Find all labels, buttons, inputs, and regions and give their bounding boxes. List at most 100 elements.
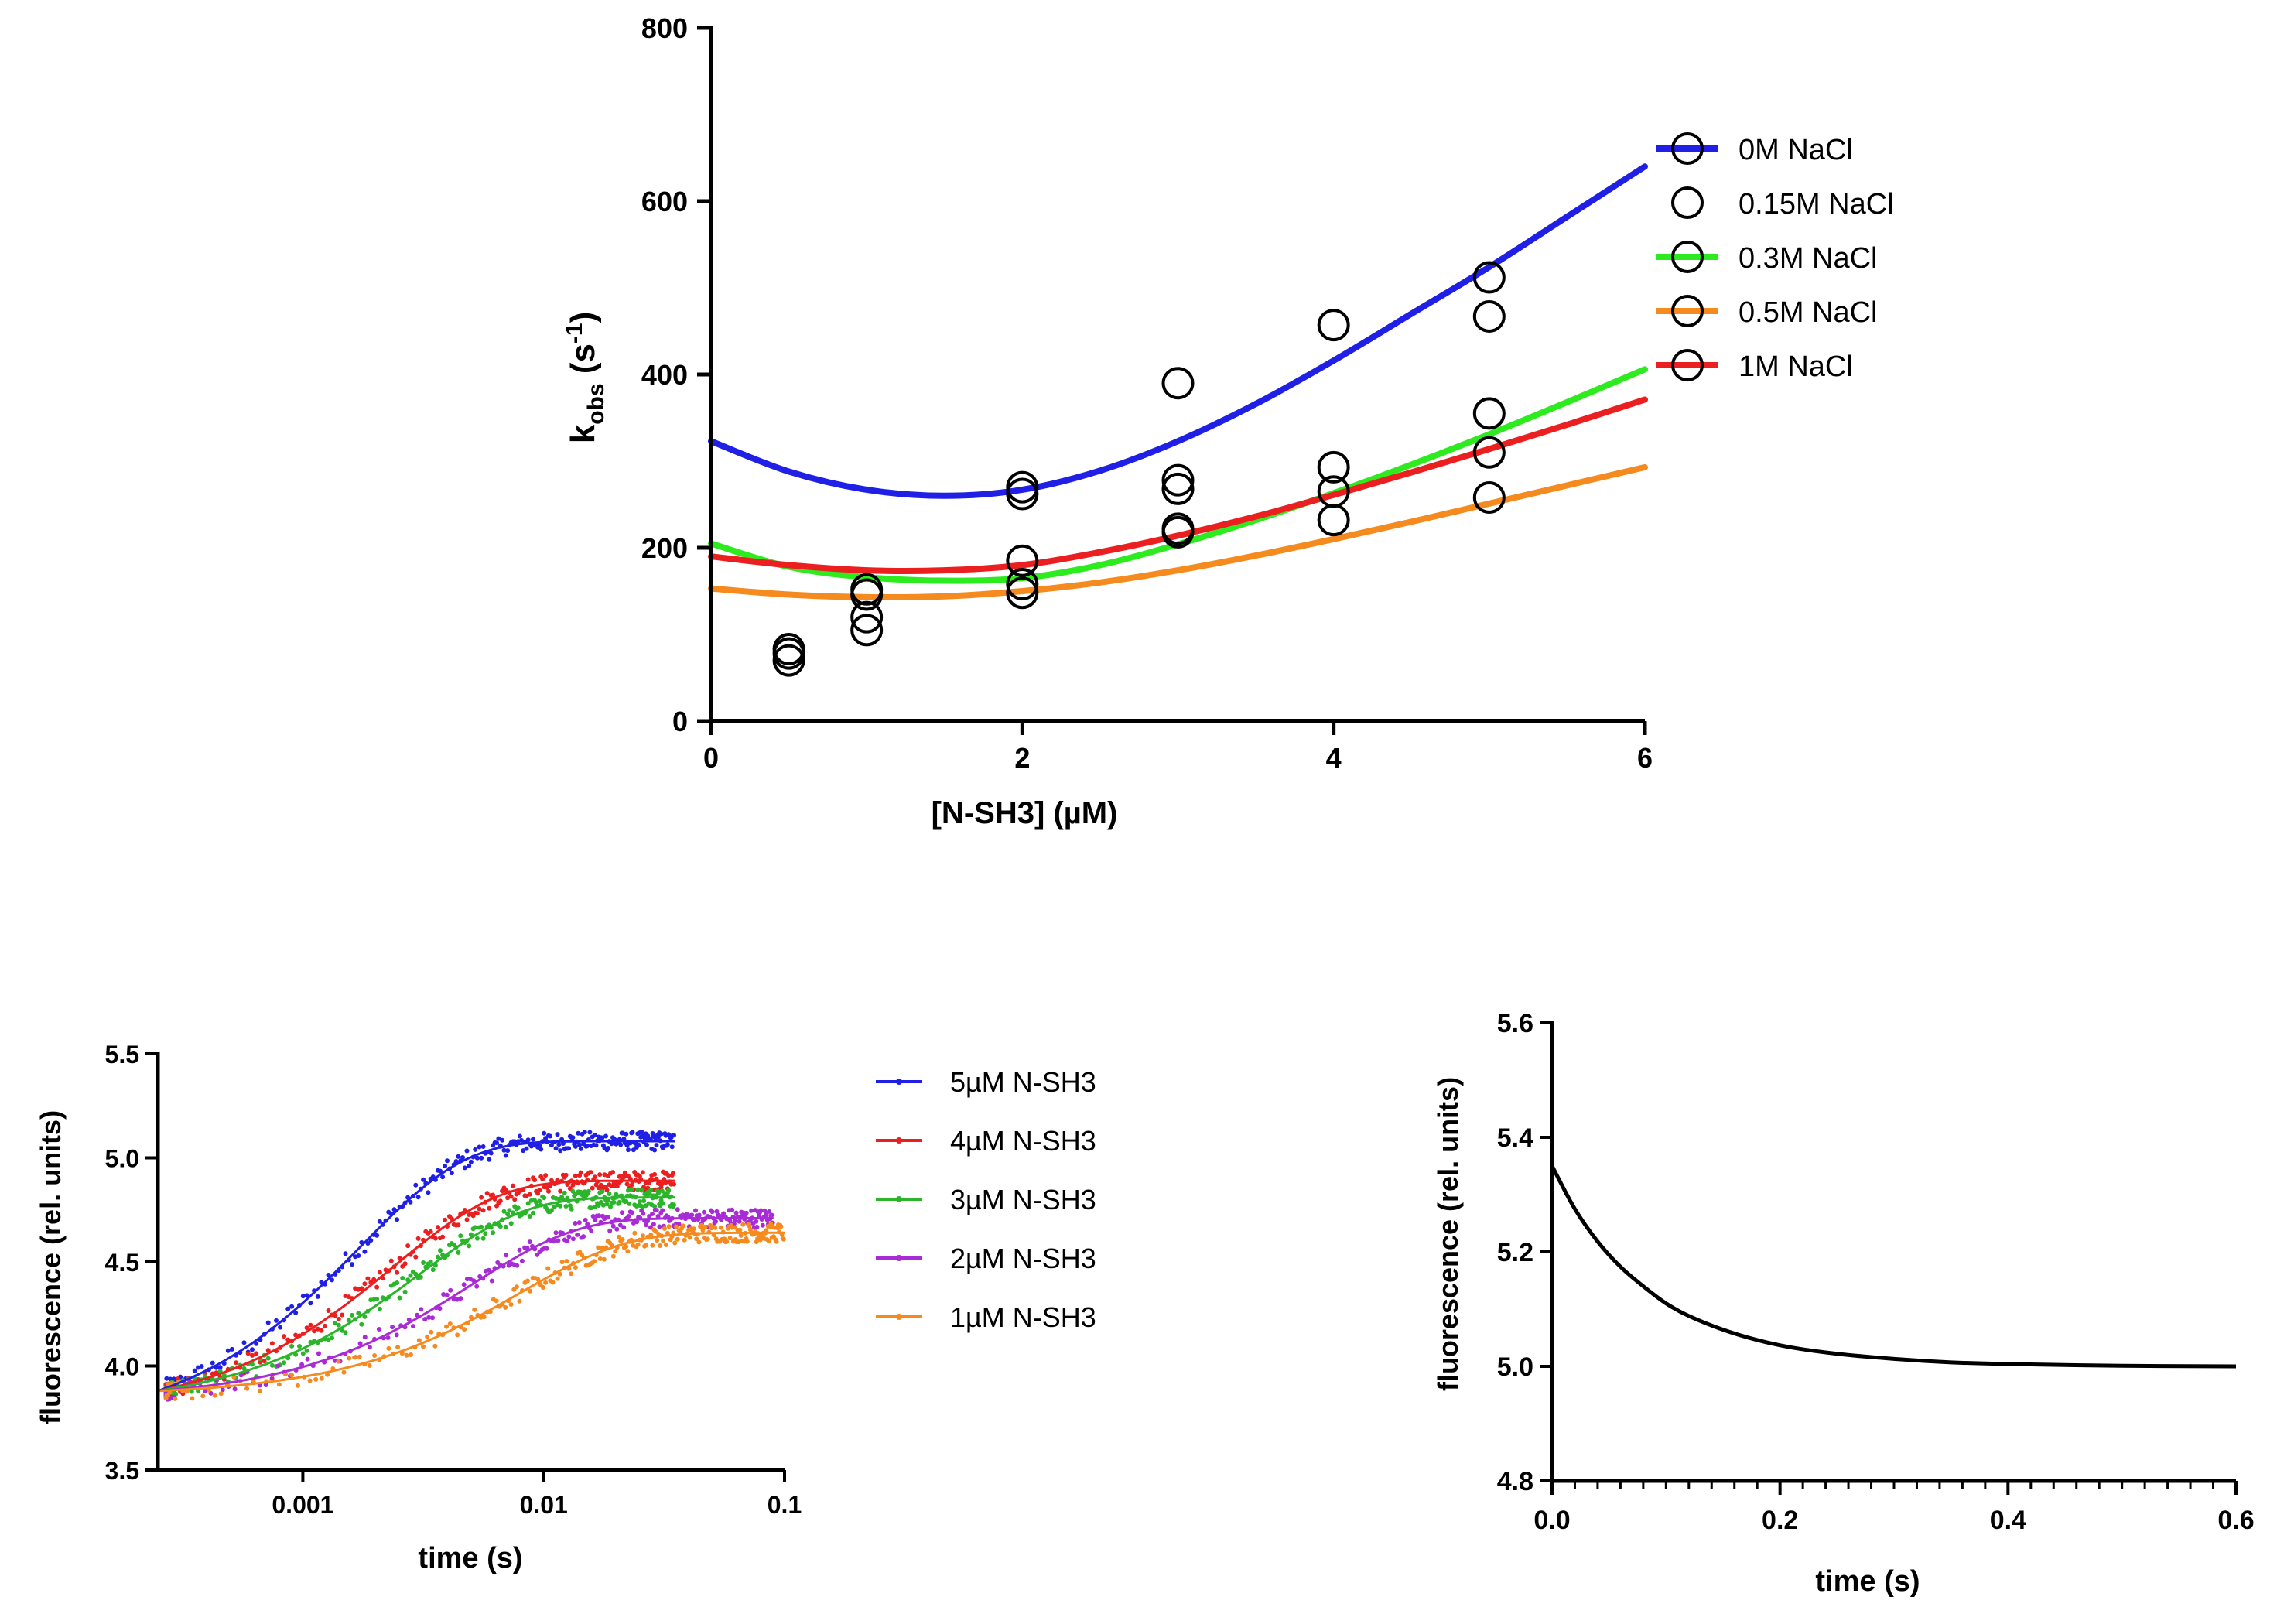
- traces-point: [542, 1195, 547, 1201]
- traces-point: [693, 1208, 698, 1213]
- traces-point: [600, 1245, 605, 1250]
- traces-point: [220, 1387, 225, 1393]
- traces-point: [461, 1282, 467, 1287]
- kobs-point: [1161, 472, 1195, 505]
- traces-point: [229, 1346, 234, 1352]
- traces-point: [625, 1249, 631, 1254]
- traces-point: [610, 1223, 616, 1229]
- traces-point: [372, 1353, 378, 1358]
- traces-point: [362, 1335, 368, 1340]
- kobs-point: [1472, 261, 1506, 294]
- traces-point: [468, 1232, 474, 1237]
- traces-point: [285, 1306, 291, 1311]
- traces-point: [517, 1133, 522, 1139]
- traces-y-tick-label: 4.5: [105, 1249, 139, 1277]
- traces-point: [700, 1227, 706, 1233]
- traces-point: [570, 1236, 576, 1242]
- traces-point: [718, 1225, 723, 1230]
- traces-point: [504, 1253, 509, 1258]
- traces-point: [400, 1276, 405, 1280]
- traces-point: [537, 1198, 542, 1204]
- traces-point: [672, 1202, 676, 1208]
- kobs-tick-labels: 0 2 4 6 0 200 400 600 800: [641, 12, 1653, 774]
- traces-point: [515, 1263, 520, 1268]
- traces-point: [448, 1287, 453, 1293]
- traces-point: [737, 1219, 742, 1224]
- traces-point: [481, 1315, 487, 1320]
- traces-point: [564, 1239, 569, 1244]
- traces-point: [651, 1222, 656, 1227]
- traces-point: [425, 1334, 430, 1339]
- traces-point: [419, 1307, 424, 1312]
- traces-point: [548, 1184, 552, 1188]
- traces-point: [563, 1172, 569, 1178]
- kobs-y-tick-label: 800: [641, 12, 688, 44]
- traces-point: [480, 1208, 486, 1213]
- decay-x-tick-label: 0.0: [1533, 1506, 1570, 1535]
- kobs-point: [850, 614, 884, 647]
- traces-point: [421, 1177, 426, 1182]
- traces-point: [437, 1306, 443, 1311]
- traces-point: [767, 1239, 771, 1244]
- traces-point: [346, 1318, 351, 1323]
- traces-point: [778, 1224, 784, 1229]
- traces-point: [553, 1146, 559, 1151]
- traces-point: [456, 1154, 461, 1159]
- kobs-point: [1161, 463, 1195, 497]
- traces-point: [566, 1234, 572, 1239]
- traces-point: [440, 1234, 446, 1239]
- traces-point: [282, 1334, 287, 1339]
- traces-point: [356, 1311, 361, 1316]
- traces-point: [604, 1202, 610, 1207]
- traces-point: [732, 1225, 737, 1230]
- traces-point: [254, 1351, 259, 1356]
- kobs-y-tick-label: 0: [672, 706, 688, 737]
- traces-point: [525, 1201, 531, 1206]
- traces-point: [285, 1337, 291, 1342]
- traces-legend-marker: [896, 1314, 902, 1320]
- traces-y-tick-label: 3.5: [105, 1457, 139, 1485]
- traces-point: [312, 1328, 317, 1334]
- traces-point: [386, 1345, 391, 1351]
- traces-point: [652, 1171, 658, 1177]
- traces-point: [189, 1389, 194, 1394]
- traces-point: [275, 1363, 281, 1369]
- traces-point: [682, 1237, 687, 1243]
- traces-point: [415, 1195, 421, 1200]
- traces-point: [650, 1243, 655, 1248]
- traces-point: [528, 1288, 533, 1294]
- traces-point: [593, 1143, 599, 1148]
- traces-point: [212, 1393, 217, 1398]
- traces-point: [307, 1378, 313, 1383]
- traces-point: [596, 1245, 601, 1250]
- traces-point: [421, 1260, 426, 1265]
- traces-point: [666, 1224, 672, 1229]
- traces-point: [637, 1199, 642, 1205]
- traces-point: [402, 1289, 408, 1294]
- traces-point: [484, 1191, 490, 1196]
- traces-point: [200, 1393, 206, 1399]
- traces-point: [347, 1356, 352, 1361]
- traces-point: [468, 1159, 474, 1164]
- traces-point: [629, 1187, 634, 1192]
- traces-point: [657, 1224, 662, 1229]
- traces-point: [709, 1209, 715, 1215]
- traces-point: [666, 1188, 672, 1193]
- traces-point: [352, 1355, 357, 1360]
- traces-point: [473, 1147, 478, 1152]
- traces-point: [405, 1243, 411, 1249]
- traces-point: [656, 1191, 661, 1196]
- traces-point: [477, 1144, 482, 1150]
- traces-point: [555, 1276, 560, 1281]
- traces-point: [597, 1256, 603, 1261]
- traces-point: [672, 1240, 678, 1246]
- kobs-legend-marker: [1671, 295, 1704, 327]
- kobs-point: [1006, 568, 1039, 601]
- traces-point: [164, 1393, 169, 1398]
- traces-point: [655, 1238, 660, 1243]
- traces-point: [315, 1326, 320, 1332]
- traces-point: [740, 1222, 746, 1227]
- traces-point: [402, 1261, 408, 1267]
- traces-point: [368, 1238, 374, 1243]
- traces-point: [593, 1217, 598, 1222]
